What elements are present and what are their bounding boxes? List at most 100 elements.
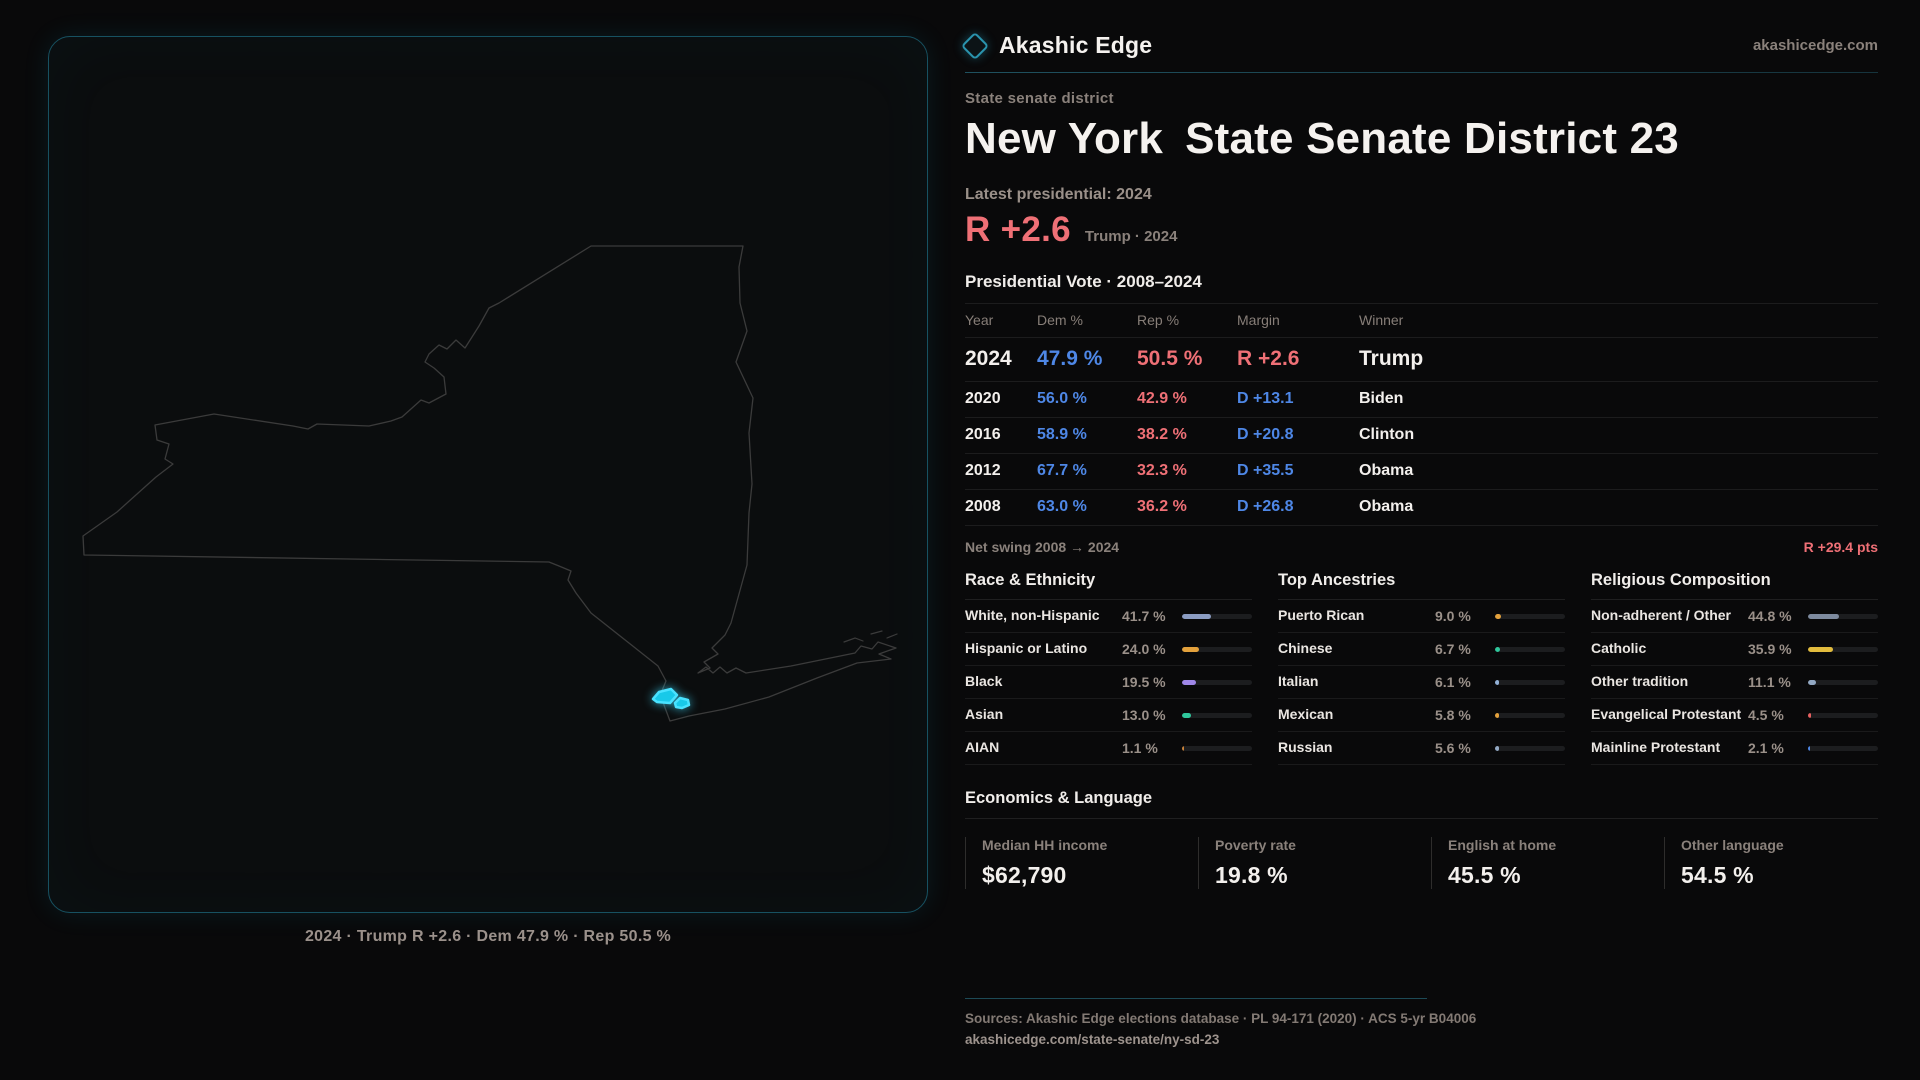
demo-bar (1495, 712, 1565, 718)
table-row: 2020 56.0 % 42.9 % D +13.1 Biden (965, 381, 1878, 417)
demo-label: Mexican (1278, 706, 1334, 723)
highlighted-district (651, 687, 691, 710)
brand-domain-link[interactable]: akashicedge.com (1752, 37, 1878, 54)
demo-value: 11.1 % (1748, 674, 1791, 690)
cell-dem: 47.9 % (1037, 347, 1103, 370)
stat-label: Poverty rate (1215, 837, 1296, 853)
sources-text: Sources: Akashic Edge elections database… (965, 1011, 1477, 1026)
stat-label: Median HH income (982, 837, 1108, 853)
col-winner: Winner (1359, 312, 1404, 328)
demo-bar (1182, 613, 1252, 619)
cell-rep: 38.2 % (1137, 426, 1187, 443)
stat-cell: Median HH income $62,790 (965, 837, 1198, 889)
demo-value: 35.9 % (1748, 641, 1792, 657)
margin-value: R +2.6 (965, 210, 1071, 249)
demo-value: 1.1 % (1122, 740, 1158, 756)
page-title-district: State Senate District 23 (1185, 114, 1679, 163)
cell-margin: R +2.6 (1237, 347, 1300, 370)
cell-margin: D +13.1 (1237, 390, 1294, 407)
demo-bar (1182, 745, 1252, 751)
demo-label: Mainline Protestant (1591, 739, 1721, 756)
demo-value: 24.0 % (1122, 641, 1166, 657)
net-swing-value: R +29.4 pts (1803, 539, 1878, 555)
table-header-row: Year Dem % Rep % Margin Winner (965, 303, 1878, 337)
section-title: Top Ancestries (1278, 571, 1565, 600)
demo-value: 9.0 % (1435, 608, 1471, 624)
demo-row: Chinese 6.7 % (1278, 633, 1565, 666)
cell-margin: D +20.8 (1237, 426, 1294, 443)
demo-label: Evangelical Protestant (1591, 706, 1742, 723)
islands-outline (843, 630, 898, 643)
page-title-state: New York (965, 114, 1164, 163)
demo-value: 41.7 % (1122, 608, 1166, 624)
map-caption: 2024 · Trump R +2.6 · Dem 47.9 % · Rep 5… (304, 928, 672, 945)
demo-label: AIAN (965, 739, 1000, 756)
demo-value: 13.0 % (1122, 707, 1166, 723)
demo-value: 2.1 % (1748, 740, 1784, 756)
cell-year: 2024 (965, 347, 1012, 370)
demo-row: Evangelical Protestant 4.5 % (1591, 699, 1878, 732)
table-row: 2016 58.9 % 38.2 % D +20.8 Clinton (965, 417, 1878, 453)
cell-winner: Trump (1359, 347, 1424, 370)
demo-label: Italian (1278, 673, 1319, 690)
stat-cell: Poverty rate 19.8 % (1198, 837, 1431, 889)
demo-bar (1495, 646, 1565, 652)
cell-dem: 67.7 % (1037, 462, 1087, 479)
demo-bar (1495, 679, 1565, 685)
presidential-vote-table: Year Dem % Rep % Margin Winner 2024 47.9… (965, 303, 1878, 526)
economics-section: Economics & Language Median HH income $6… (965, 789, 1878, 889)
stat-label: English at home (1448, 837, 1557, 853)
stat-value: 19.8 % (1215, 862, 1288, 888)
cell-year: 2016 (965, 426, 1001, 443)
cell-rep: 32.3 % (1137, 462, 1187, 479)
headline-margin: R +2.6 Trump · 2024 (965, 210, 1878, 250)
brand-diamond-icon (960, 31, 990, 60)
stat-value: 45.5 % (1448, 862, 1521, 888)
footer: Sources: Akashic Edge elections database… (965, 998, 1878, 1047)
demo-row: AIAN 1.1 % (965, 732, 1252, 765)
demo-label: Puerto Rican (1278, 607, 1365, 624)
report-panel: Akashic Edge akashicedge.com State senat… (960, 0, 1878, 1080)
demo-value: 4.5 % (1748, 707, 1784, 723)
demo-value: 5.6 % (1435, 740, 1471, 756)
cell-winner: Obama (1359, 498, 1414, 515)
demo-label: Asian (965, 706, 1004, 723)
cell-rep: 42.9 % (1137, 390, 1187, 407)
cell-dem: 58.9 % (1037, 426, 1087, 443)
stat-value: $62,790 (982, 862, 1067, 888)
demo-label: Chinese (1278, 640, 1333, 657)
page-title: New York State Senate District 23 (965, 114, 1878, 164)
col-rep: Rep % (1137, 312, 1180, 328)
demo-label: White, non-Hispanic (965, 607, 1100, 624)
vote-table-title: Presidential Vote · 2008–2024 (965, 272, 1202, 291)
cell-dem: 56.0 % (1037, 390, 1087, 407)
demo-row: Non-adherent / Other 44.8 % (1591, 600, 1878, 633)
demo-label: Catholic (1591, 640, 1647, 657)
margin-context: Trump · 2024 (1084, 228, 1178, 245)
demo-row: Other tradition 11.1 % (1591, 666, 1878, 699)
header: Akashic Edge akashicedge.com (960, 0, 1878, 60)
footer-divider (965, 998, 1427, 999)
net-swing-row: Net swing 2008 → 2024 R +29.4 pts (965, 539, 1878, 555)
demo-bar (1182, 679, 1252, 685)
cell-rep: 36.2 % (1137, 498, 1187, 515)
cell-winner: Biden (1359, 390, 1404, 407)
cell-margin: D +26.8 (1237, 498, 1294, 515)
demo-label: Non-adherent / Other (1591, 607, 1732, 624)
brand-name: Akashic Edge (999, 32, 1153, 58)
demo-row: Italian 6.1 % (1278, 666, 1565, 699)
demo-value: 6.1 % (1435, 674, 1471, 690)
demo-value: 44.8 % (1748, 608, 1792, 624)
section-title: Religious Composition (1591, 571, 1878, 600)
demo-bar (1808, 679, 1878, 685)
demo-label: Black (965, 673, 1003, 690)
col-year: Year (965, 312, 994, 328)
demo-bar (1495, 613, 1565, 619)
cell-dem: 63.0 % (1037, 498, 1087, 515)
permalink[interactable]: akashicedge.com/state-senate/ny-sd-23 (965, 1032, 1220, 1047)
table-row: 2012 67.7 % 32.3 % D +35.5 Obama (965, 453, 1878, 489)
net-swing-label: Net swing 2008 → 2024 (965, 539, 1120, 555)
demo-row: Catholic 35.9 % (1591, 633, 1878, 666)
demo-bar (1808, 646, 1878, 652)
map-section: 2024 · Trump R +2.6 · Dem 47.9 % · Rep 5… (48, 36, 928, 946)
